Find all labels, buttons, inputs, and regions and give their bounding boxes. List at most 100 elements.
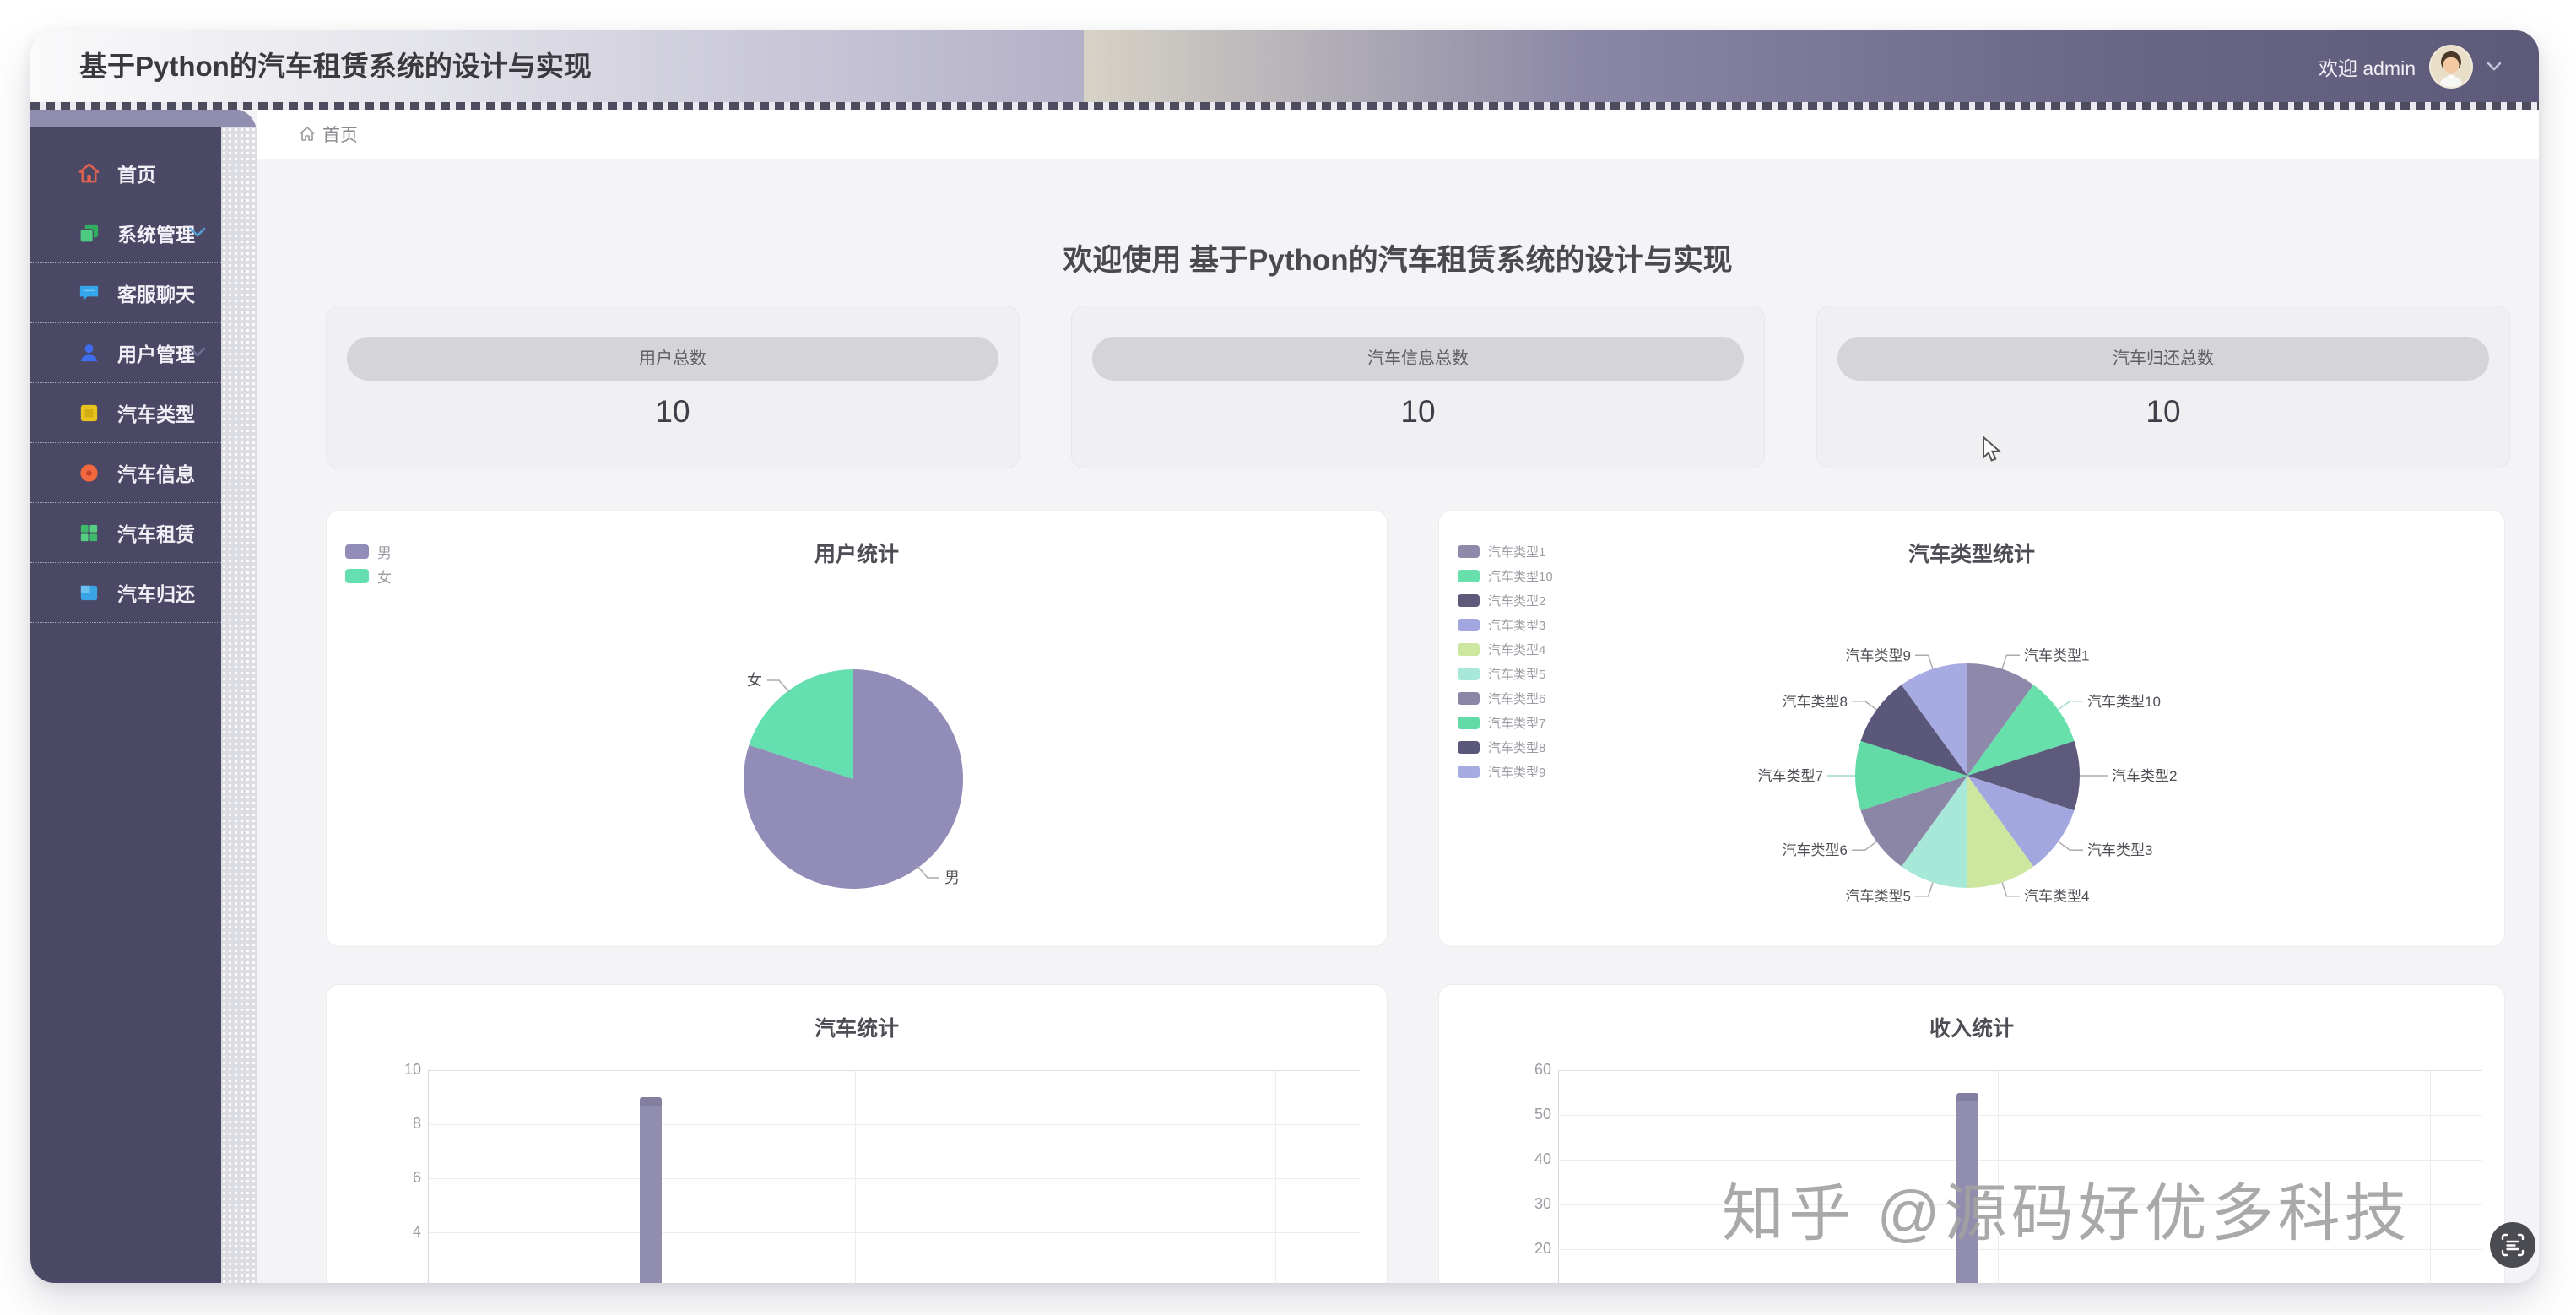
pie-slice[interactable] (1901, 776, 1967, 888)
pie-slice[interactable] (1967, 663, 2034, 776)
avatar[interactable] (2429, 45, 2473, 89)
pie-label-line (2001, 654, 2020, 669)
welcome-user-label: 欢迎 admin (2318, 57, 2416, 79)
sidebar: 首页 系统管理 客服聊天 用户管理 (30, 127, 221, 1283)
gridline (1558, 1204, 2482, 1205)
pie-label: 汽车类型3 (2087, 842, 2152, 858)
pie-label: 汽车类型9 (1846, 647, 1911, 663)
legend-item[interactable]: 汽车类型5 (1458, 662, 1553, 686)
scan-icon (2501, 1233, 2525, 1257)
y-tick: 40 (1534, 1150, 1551, 1167)
pie-label: 汽车类型10 (2087, 694, 2161, 710)
pie-label-line (2058, 701, 2083, 711)
legend-item[interactable]: 汽车类型1 (1458, 539, 1553, 564)
legend-label: 汽车类型8 (1488, 741, 1546, 755)
pie-slice[interactable] (1860, 776, 1968, 867)
sidebar-item-label: 客服聊天 (117, 284, 195, 306)
legend-item[interactable]: 男 (345, 539, 392, 564)
pie-slice[interactable] (1967, 740, 2081, 811)
chevron-down-icon[interactable] (189, 227, 206, 238)
stat-value: 10 (655, 394, 690, 429)
pie-label: 汽车类型5 (1846, 889, 1911, 905)
legend-swatch (1458, 594, 1480, 607)
legend-item[interactable]: 女 (345, 564, 392, 588)
sidebar-item-chat[interactable]: 客服聊天 (30, 263, 221, 323)
pie-slice[interactable] (1967, 776, 2075, 867)
gridline (855, 1070, 856, 1283)
chart-title: 汽车类型统计 (1908, 543, 2035, 566)
pie-label-line (1852, 841, 1877, 851)
watermark: 知乎 @源码好优多科技 (1722, 1178, 2411, 1248)
chevron-down-icon (2487, 62, 2502, 71)
scan-button[interactable] (2490, 1222, 2535, 1268)
legend-label: 女 (377, 570, 392, 586)
legend-item[interactable]: 汽车类型2 (1458, 588, 1553, 613)
bar-value-55[interactable] (1956, 1093, 1978, 1283)
bar-value-9[interactable] (640, 1097, 662, 1283)
app-title: 基于Python的汽车租赁系统的设计与实现 (79, 51, 592, 82)
sidebar-item-user-manage[interactable]: 用户管理 (30, 323, 221, 383)
chevron-down-icon[interactable] (189, 347, 206, 358)
legend-swatch (345, 569, 369, 583)
legend-swatch (1458, 692, 1480, 705)
pie-slice[interactable] (1901, 663, 1967, 776)
legend-item[interactable]: 汽车类型10 (1458, 564, 1553, 588)
gridline (1558, 1249, 2482, 1250)
gridline (1998, 1070, 1999, 1283)
breadcrumb[interactable]: 首页 (297, 110, 358, 159)
stat-label: 汽车归还总数 (1837, 337, 2489, 381)
legend-item[interactable]: 汽车类型7 (1458, 711, 1553, 735)
mouse-cursor (1983, 436, 2002, 462)
pie-label-line (2001, 882, 2020, 897)
sidebar-item-car-info[interactable]: 汽车信息 (30, 443, 221, 503)
page-title: 欢迎使用 基于Python的汽车租赁系统的设计与实现 (1063, 244, 1733, 277)
income-stats-chart-card: 收入统计 60 50 40 30 20 (1438, 984, 2505, 1283)
chart-title: 收入统计 (1929, 1017, 2014, 1041)
legend-item[interactable]: 汽车类型3 (1458, 613, 1553, 637)
legend-item[interactable]: 汽车类型4 (1458, 637, 1553, 662)
legend-swatch (1458, 741, 1480, 754)
pie-label-line (2058, 841, 2083, 851)
legend-label: 汽车类型6 (1488, 692, 1546, 706)
pie-slice-female[interactable] (749, 669, 853, 779)
y-tick: 60 (1534, 1061, 1551, 1078)
stat-label: 用户总数 (347, 337, 998, 381)
legend-swatch (1458, 619, 1480, 631)
legend-label: 男 (377, 545, 392, 561)
user-menu[interactable]: 欢迎 admin (2319, 30, 2502, 103)
gridline (428, 1070, 1360, 1071)
user-stats-chart-card: 用户统计 男 女 女 男 (326, 510, 1388, 947)
legend-label: 汽车类型4 (1488, 643, 1546, 658)
car-info-icon (80, 463, 98, 482)
pie-slice[interactable] (1967, 776, 2034, 888)
sidebar-item-label: 首页 (117, 164, 156, 186)
user-manage-icon (80, 344, 98, 361)
breadcrumb-bar (257, 110, 2539, 159)
gridline (1558, 1070, 2482, 1071)
stat-value: 10 (1400, 394, 1436, 429)
legend-item[interactable]: 汽车类型9 (1458, 760, 1553, 784)
gridline (1558, 1160, 2482, 1161)
stat-card-car-return: 汽车归还总数 10 (1816, 306, 2510, 468)
pie-slice-male[interactable] (744, 669, 964, 889)
pie-label: 汽车类型4 (2024, 889, 2089, 905)
sidebar-item-car-rental[interactable]: 汽车租赁 (30, 503, 221, 563)
legend-label: 汽车类型10 (1488, 570, 1553, 584)
sidebar-item-system-manage[interactable]: 系统管理 (30, 203, 221, 263)
pie-slice[interactable] (1854, 740, 1967, 811)
legend-swatch (1458, 570, 1480, 582)
pie-slice[interactable] (1860, 685, 1968, 776)
legend-label: 汽车类型3 (1488, 619, 1546, 633)
chat-icon (79, 285, 99, 300)
sidebar-item-car-type[interactable]: 汽车类型 (30, 383, 221, 443)
breadcrumb-home-label: 首页 (322, 126, 358, 145)
gridline (2430, 1070, 2431, 1283)
car-type-stats-chart-card: 汽车类型统计 汽车类型1 汽车类型10 汽车类型2 汽车类型3 汽车类型4 汽车… (1438, 510, 2505, 947)
home-icon (78, 163, 100, 182)
legend-item[interactable]: 汽车类型8 (1458, 735, 1553, 760)
pie-slice[interactable] (1967, 685, 2075, 776)
legend-item[interactable]: 汽车类型6 (1458, 686, 1553, 711)
pie-label: 汽车类型8 (1783, 694, 1848, 710)
sidebar-item-home[interactable]: 首页 (30, 143, 221, 203)
sidebar-item-car-return[interactable]: 汽车归还 (30, 563, 221, 623)
